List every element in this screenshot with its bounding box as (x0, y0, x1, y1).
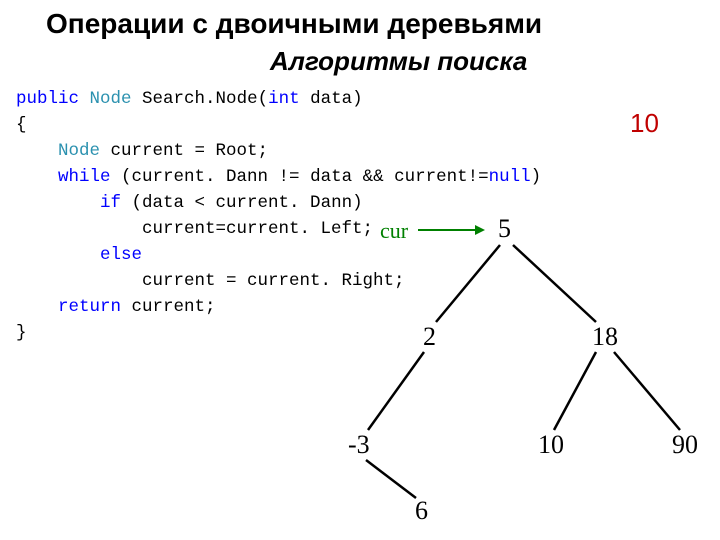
tree-node-n2: 2 (423, 322, 436, 352)
tree-node-n5: 5 (498, 214, 511, 244)
tree-node-n6: 6 (415, 496, 428, 526)
tree-node-n18: 18 (592, 322, 618, 352)
tree-node-n10: 10 (538, 430, 564, 460)
tree-node-nm3: -3 (348, 430, 370, 460)
tree-node-n90: 90 (672, 430, 698, 460)
